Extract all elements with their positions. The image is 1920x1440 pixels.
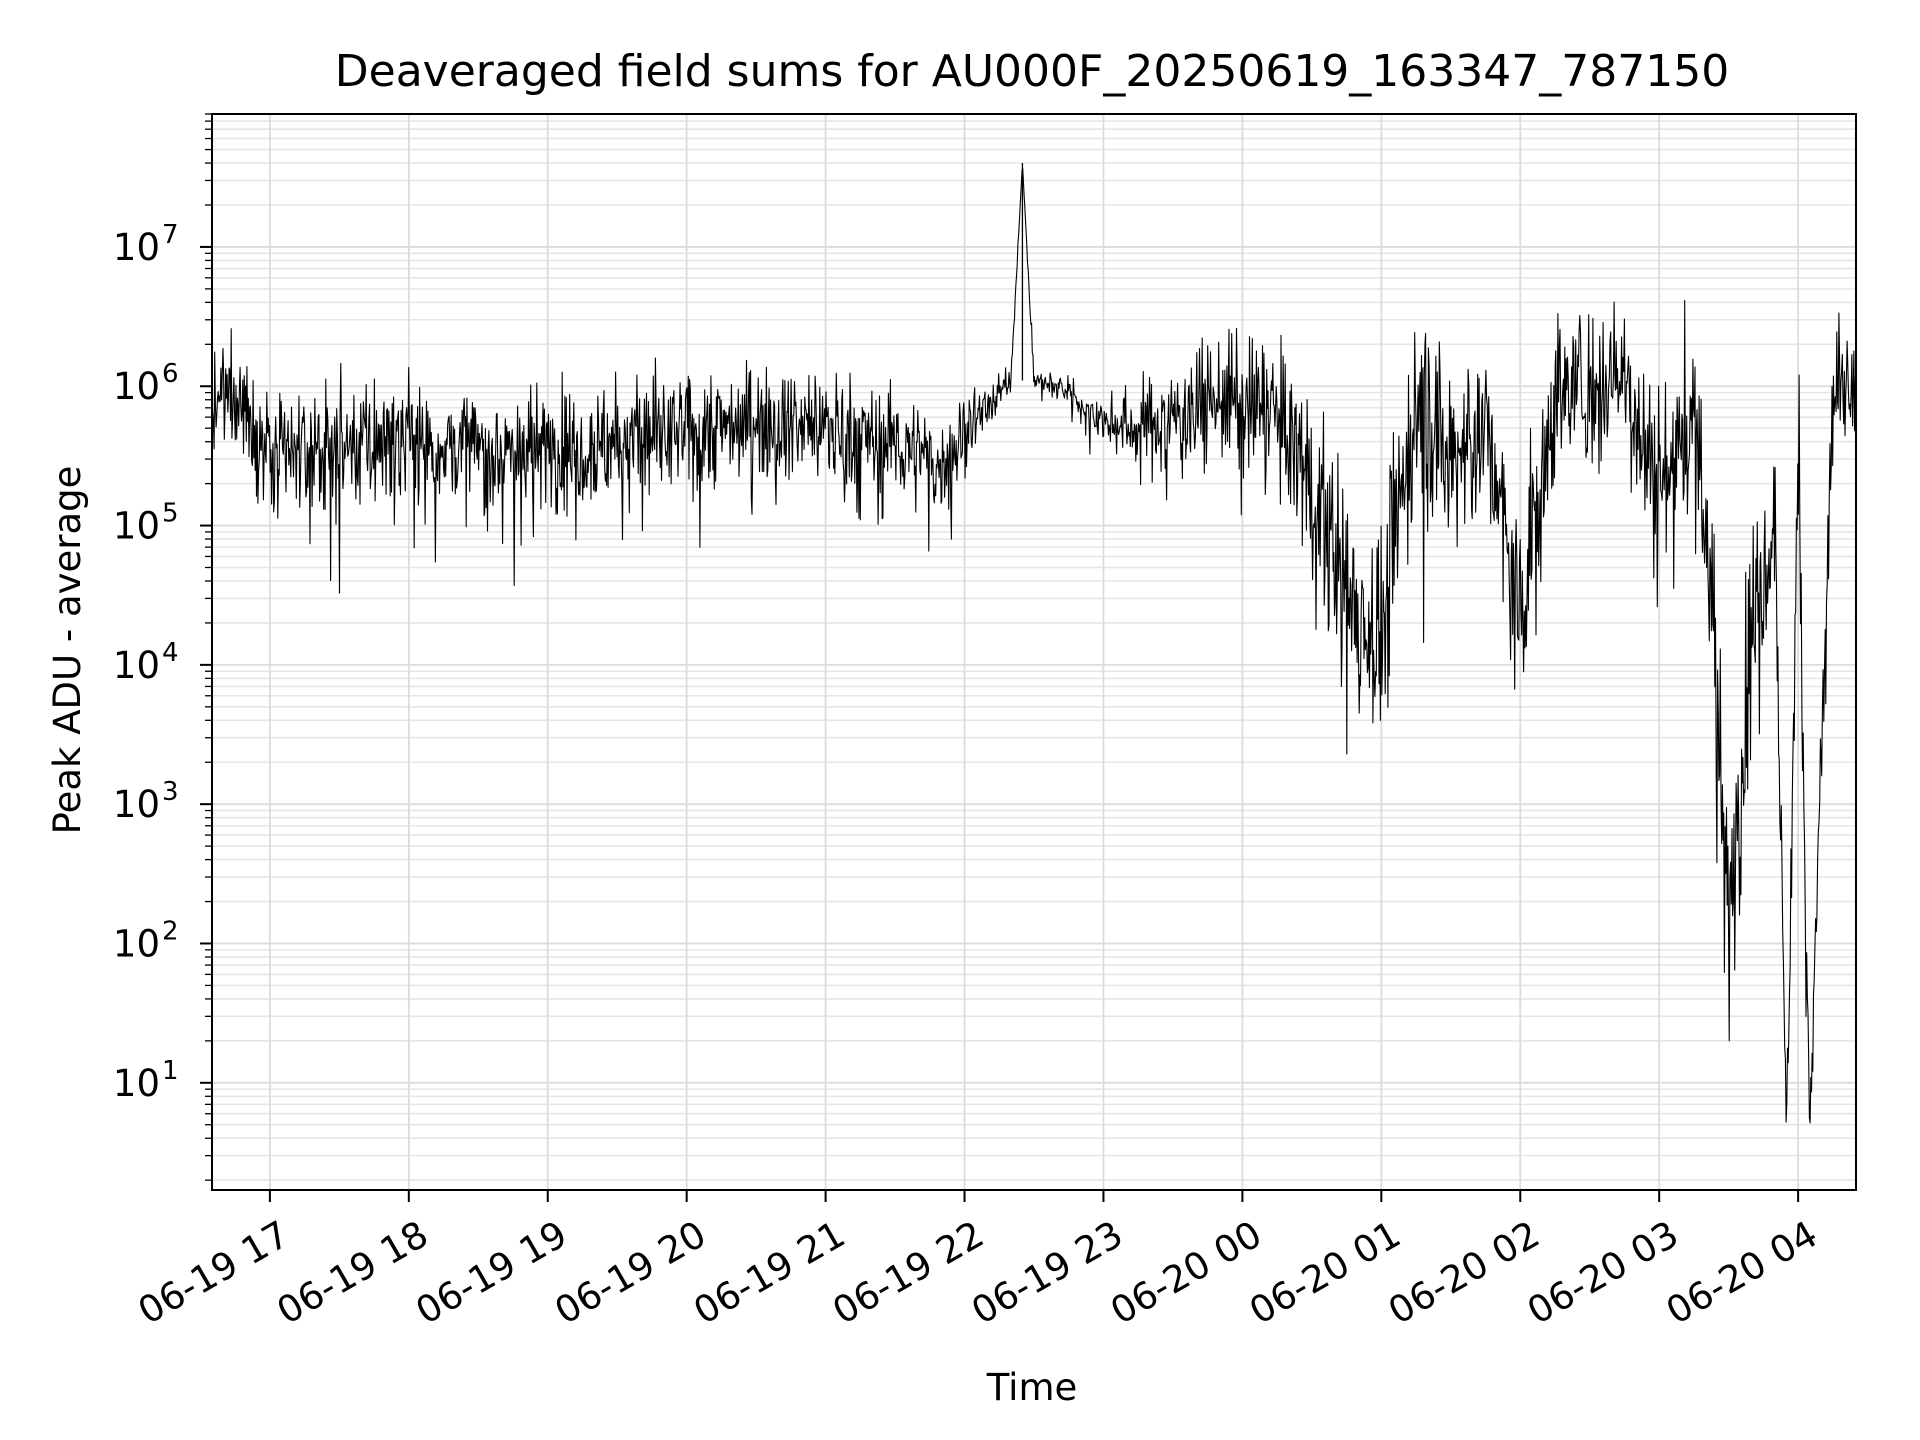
y-tick-label: 10: [113, 783, 160, 826]
y-tick-label-exponent: 6: [162, 359, 179, 389]
y-tick-label-exponent: 2: [162, 916, 179, 946]
y-tick-label-exponent: 3: [162, 777, 179, 807]
y-tick-label-exponent: 4: [162, 638, 179, 668]
series-line: [211, 167, 1857, 1124]
grid-minor: [212, 113, 1856, 1181]
y-tick-label-exponent: 1: [162, 1056, 179, 1086]
y-tick-label: 10: [113, 1062, 160, 1105]
y-tick-label-exponent: 5: [162, 499, 179, 529]
y-tick-label: 10: [113, 226, 160, 269]
chart-title: Deaveraged field sums for AU000F_2025061…: [335, 46, 1729, 97]
x-axis-label: Time: [986, 1366, 1078, 1409]
y-tick-label-exponent: 7: [162, 220, 179, 250]
y-tick-label: 10: [113, 644, 160, 687]
plot-area: [211, 163, 1857, 1124]
y-tick-label: 10: [113, 922, 160, 965]
y-tick-label: 10: [113, 505, 160, 548]
axes-frame: [211, 113, 1857, 1191]
y-axis-label: Peak ADU - average: [46, 466, 89, 835]
y-tick-label: 10: [113, 365, 160, 408]
grid-major: [212, 114, 1856, 1190]
